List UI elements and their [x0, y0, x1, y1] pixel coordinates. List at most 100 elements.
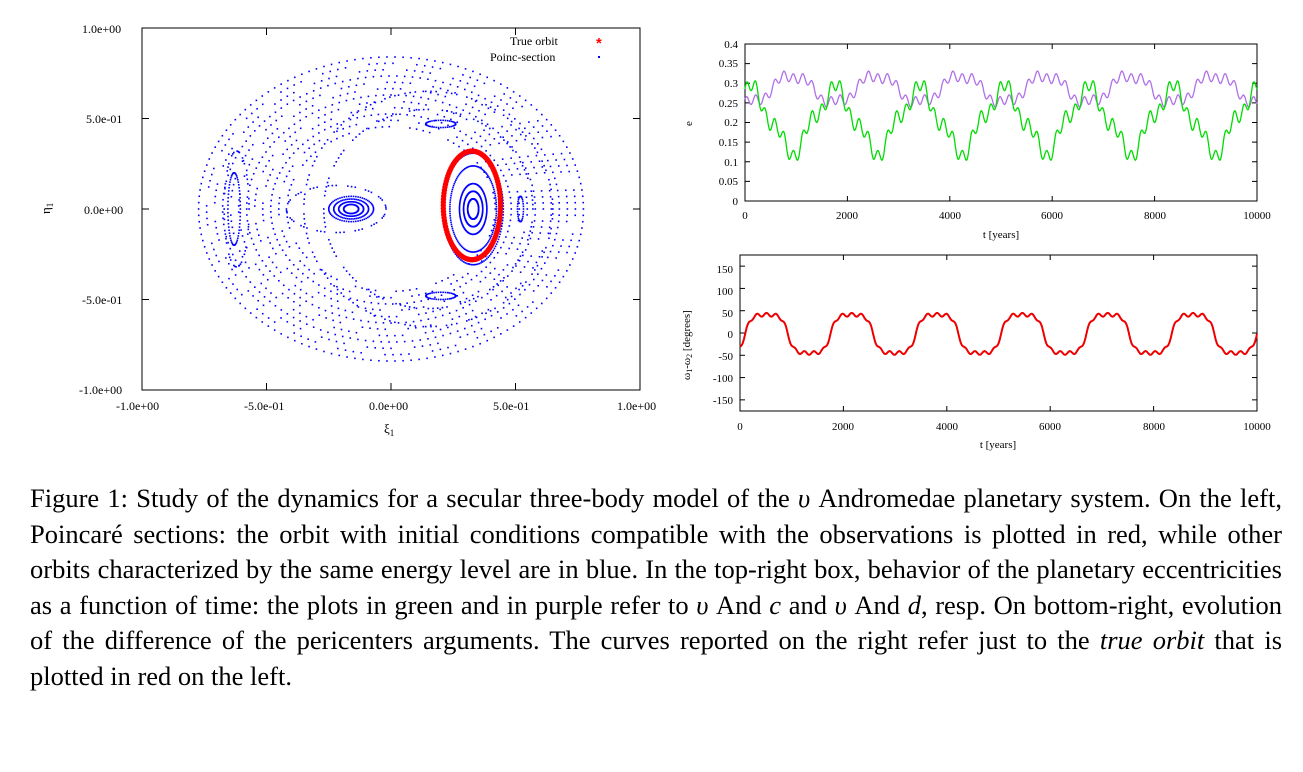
poinc-outer-point: [434, 356, 436, 358]
poinc-outer-point: [544, 154, 546, 156]
poinc-outer-point: [248, 267, 250, 269]
poinc-outer-point: [300, 335, 302, 338]
poinc-outer-point: [470, 137, 473, 140]
poinc-outer-point: [448, 104, 451, 106]
poinc-outer-point: [302, 272, 304, 275]
poinc-small-island-point: [328, 210, 331, 213]
poinc-right-island-point: [484, 170, 486, 173]
poinc-outer-point: [375, 321, 377, 324]
poinc-right-island-point: [481, 211, 484, 214]
poinc-right-island-point: [502, 216, 504, 219]
poinc-right-island-point: [462, 190, 465, 192]
poinc-bottom-island-point: [442, 291, 444, 294]
poinc-left-island-point: [247, 183, 249, 185]
poinc-outer-point: [280, 333, 282, 335]
poinc-small-island-point: [286, 211, 288, 214]
poinc-top-island-point: [444, 119, 447, 122]
peri-xtick: 10000: [1243, 421, 1271, 433]
poinc-left-island-point: [236, 237, 239, 240]
poinc-outer-point: [533, 166, 535, 169]
poinc-outer-point: [431, 66, 434, 68]
poinc-right-island-point: [494, 197, 497, 199]
poinc-outer-point: [247, 226, 250, 228]
poinc-outer-point: [530, 104, 533, 106]
poinc-small-island-point: [358, 202, 361, 205]
caption-upsilon: υ: [696, 589, 709, 620]
poinc-outer-point: [457, 350, 459, 353]
poinc-outer-point: [357, 306, 360, 308]
poinc-outer-point: [506, 87, 509, 89]
poinc-outer-point: [437, 93, 439, 96]
poinc-small-island-point: [289, 199, 292, 201]
poinc-outer-point: [249, 281, 252, 283]
poinc-right-island-point: [481, 209, 484, 211]
poinc-outer-point: [464, 68, 467, 70]
poinc-right-island-point: [487, 256, 490, 259]
poinc-right-island-point: [502, 199, 504, 202]
poinc-outer-point: [249, 312, 252, 314]
caption-label: Figure 1:: [30, 483, 129, 513]
poinc-outer-point: [479, 280, 482, 283]
poinc-outer-point: [487, 107, 490, 110]
poinc-outer-point: [295, 276, 298, 279]
poinc-outer-point: [456, 330, 459, 332]
ecc-xtick: 4000: [939, 210, 962, 222]
poinc-outer-point: [558, 134, 561, 137]
poinc-outer-point: [527, 172, 530, 175]
poinc-right-island-point: [485, 200, 487, 202]
poinc-small-island-point: [286, 202, 289, 205]
poinc-outer-point: [507, 185, 509, 188]
poinc-outer-point: [241, 160, 244, 163]
poinc-right-island-point: [493, 227, 495, 230]
poinc-outer-point: [481, 312, 483, 315]
poinc-middle-point: [316, 260, 318, 263]
poinc-right-island-point: [450, 223, 453, 226]
poinc-left-island-point: [239, 219, 241, 221]
poinc-outer-point: [554, 238, 556, 241]
poinc-middle-point: [358, 133, 361, 135]
poinc-small-island-point: [365, 217, 367, 220]
poinc-right-island-point: [469, 263, 471, 266]
poinc-middle-point: [323, 273, 326, 275]
poinc-middle-point: [313, 256, 316, 258]
poinc-outer-point: [298, 247, 301, 249]
poinc-outer-point: [378, 359, 380, 362]
poinc-small-island-point: [331, 184, 334, 187]
poinc-small-island-point: [350, 200, 352, 203]
poinc-outer-point: [405, 321, 407, 324]
poinc-bottom-island-point: [453, 293, 455, 296]
poinc-middle-point: [466, 96, 468, 98]
poinc-middle-point: [489, 310, 492, 312]
poinc-outer-point: [439, 67, 442, 70]
poinc-outer-point: [570, 239, 572, 242]
poinc-left-island-point: [227, 219, 230, 221]
poinc-outer-point: [522, 161, 524, 164]
poinc-right-island-point: [501, 219, 504, 222]
poinc-outer-point: [550, 208, 553, 210]
poinc-right-island-point: [466, 262, 468, 265]
poinc-outer-point: [346, 92, 349, 95]
poinc-small-island-point: [344, 214, 346, 217]
poinc-outer-point: [258, 161, 260, 164]
poinc-middle-point: [525, 135, 527, 137]
poinc-outer-point: [314, 151, 317, 154]
poinc-outer-point: [265, 185, 267, 187]
poinc-right-island-point: [486, 206, 488, 209]
poinc-left-island-point: [238, 264, 241, 267]
poinc-outer-point: [402, 290, 404, 292]
poinc-outer-point: [327, 84, 329, 87]
poinc-middle-point: [427, 108, 430, 111]
poinc-right-island-point: [492, 249, 495, 252]
poinc-outer-point: [415, 288, 418, 290]
poinc-outer-point: [214, 220, 217, 223]
poinc-outer-point: [432, 310, 434, 313]
poinc-outer-point: [410, 359, 412, 362]
poinc-outer-point: [342, 120, 345, 123]
eccentricity-c-line: [744, 80, 1258, 161]
poinc-bottom-island-point: [446, 298, 449, 300]
poinc-outer-point: [417, 313, 420, 316]
poinc-right-island-point: [477, 263, 479, 265]
poinc-outer-point: [378, 56, 380, 59]
poinc-outer-point: [372, 75, 375, 78]
poinc-outer-point: [485, 266, 487, 268]
